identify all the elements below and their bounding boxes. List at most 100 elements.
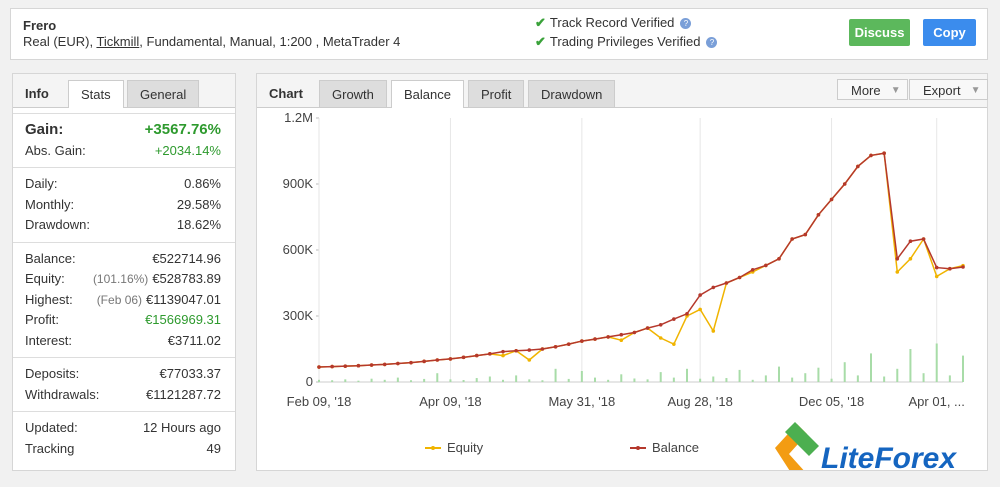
y-tick-label: 600K [283, 242, 314, 257]
legend-label: Balance [652, 440, 699, 455]
volume-bar [751, 379, 754, 382]
volume-bar [962, 355, 964, 382]
volume-bar [948, 375, 951, 382]
broker-link[interactable]: Tickmill [96, 34, 140, 49]
info-row: Profit: €1566969.31 [25, 310, 221, 331]
info-value: 29.58% [176, 196, 221, 212]
info-value: €1139047.01 [146, 291, 221, 307]
data-point [777, 257, 781, 261]
data-point [527, 348, 532, 352]
tab[interactable]: General [127, 80, 200, 107]
chart-panel: ChartGrowthBalanceProfitDrawdownMoreExpo… [256, 73, 988, 471]
tab[interactable]: Profit [468, 80, 525, 107]
volume-bar [935, 343, 938, 382]
x-tick-label: Feb 09, '18 [287, 394, 352, 409]
tab[interactable]: Stats [68, 80, 124, 108]
copy-button[interactable]: Copy [923, 19, 976, 46]
data-point [869, 153, 873, 158]
data-point [711, 329, 716, 333]
info-row: Monthly: 29.58% [25, 195, 221, 216]
info-label: Daily: [25, 176, 58, 191]
data-point [698, 293, 702, 297]
data-point [908, 239, 913, 243]
data-point [948, 266, 952, 271]
volume-bar [541, 380, 544, 382]
data-point [895, 270, 900, 274]
tab[interactable]: Balance [391, 80, 464, 108]
info-note: (Feb 06) [96, 292, 143, 307]
info-row: Deposits: €77033.37 [25, 364, 221, 385]
account-info: , Fundamental, Manual, 1:200 , MetaTrade… [139, 34, 401, 49]
data-point [711, 285, 716, 290]
data-point [593, 337, 597, 341]
info-row: Daily: 0.86% [25, 174, 221, 195]
data-point [672, 317, 676, 321]
data-point [448, 357, 453, 361]
info-row: Interest: €3711.02 [25, 331, 221, 352]
data-point [658, 336, 663, 340]
series-line [318, 152, 964, 368]
x-tick-label: May 31, '18 [548, 394, 615, 409]
verified-label: Track Record Verified [549, 15, 675, 30]
data-point [553, 345, 558, 349]
volume-bar [528, 379, 531, 382]
tab[interactable]: Drawdown [528, 80, 616, 107]
volume-bar [620, 374, 623, 382]
data-point [566, 342, 571, 346]
volume-bar [672, 377, 675, 382]
info-group: Balance: €522714.96 Equity: (101.16%) €52878… [13, 241, 235, 358]
info-label: Withdrawals: [25, 386, 100, 402]
legend-swatch-dot [431, 446, 435, 450]
volume-bar [488, 376, 491, 382]
account-details: Real (EUR), Tickmill, Fundamental, Manua… [23, 34, 400, 49]
info-row: Highest: (Feb 06) €1139047.01 [25, 290, 221, 311]
data-point [632, 330, 637, 335]
logo-mark [785, 422, 819, 456]
info-value: €1121287.72 [146, 386, 221, 402]
volume-bar [594, 377, 596, 382]
info-value: €3711.02 [167, 332, 221, 348]
info-value: +3567.76% [144, 121, 221, 138]
data-point [737, 275, 742, 280]
tab-bar: Info Stats General [13, 74, 235, 108]
info-label: Monthly: [25, 196, 75, 212]
info-value: €77033.37 [159, 366, 221, 381]
volume-bar [567, 378, 570, 382]
data-point [934, 274, 939, 279]
data-point [317, 365, 321, 369]
discuss-button[interactable]: Discuss [849, 19, 910, 46]
info-group: Updated: 12 Hours ago Tracking 49 [13, 411, 235, 465]
volume-bar [856, 375, 859, 382]
volume-bar [318, 379, 320, 382]
info-row: Abs. Gain: +2034.14% [25, 141, 221, 162]
data-point [645, 326, 650, 330]
info-label: Interest: [25, 332, 72, 348]
tab: Chart [269, 86, 303, 101]
export-menu[interactable]: Export [909, 79, 988, 101]
volume-bar [922, 373, 925, 382]
volume-bar [396, 377, 399, 382]
account-title: Frero [23, 18, 57, 33]
data-point [488, 352, 492, 356]
data-point [435, 358, 440, 362]
volume-bar [843, 362, 846, 382]
data-point [343, 364, 348, 368]
volume-bar [870, 353, 872, 382]
data-point [856, 164, 860, 169]
data-point [816, 213, 821, 217]
volume-bar [830, 378, 833, 382]
data-point [409, 360, 413, 365]
data-point [382, 362, 387, 367]
account-type: Real (EUR), [23, 34, 97, 49]
legend-swatch-dot [636, 446, 640, 450]
more-menu[interactable]: More [837, 79, 908, 101]
tab[interactable]: Growth [319, 80, 387, 107]
info-label: Drawdown: [25, 217, 91, 232]
info-row: Gain: +3567.76% [25, 120, 221, 141]
info-label: Tracking [25, 440, 75, 456]
data-point [527, 358, 532, 362]
volume-bar [896, 368, 899, 382]
data-point [422, 359, 426, 364]
